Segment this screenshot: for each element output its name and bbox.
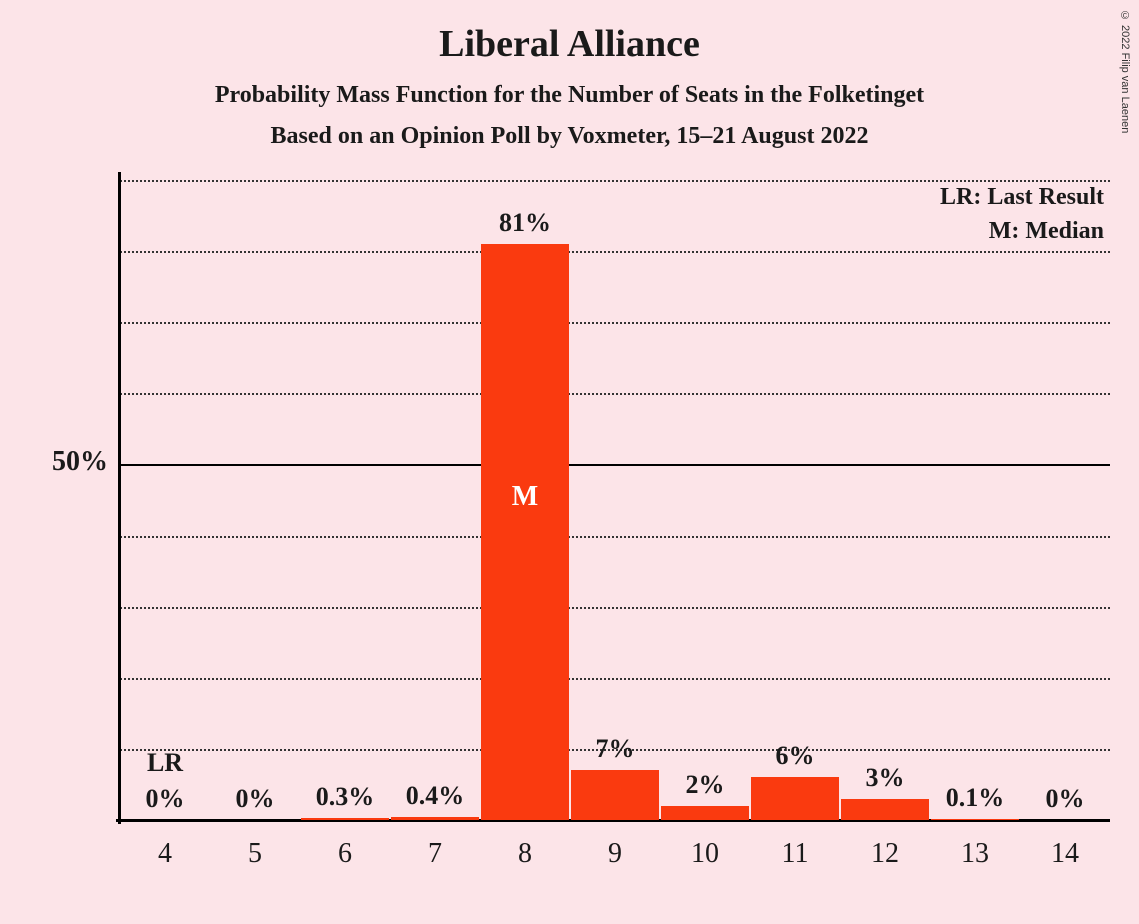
bar <box>751 777 839 820</box>
median-marker: M <box>481 481 569 513</box>
chart-subtitle-1: Probability Mass Function for the Number… <box>0 82 1139 109</box>
bar <box>841 799 929 820</box>
bar <box>571 770 659 820</box>
x-axis-tick-label: 7 <box>390 838 480 870</box>
bar-value-label: 6% <box>750 741 840 771</box>
bar <box>391 817 479 820</box>
chart-subtitle-2: Based on an Opinion Poll by Voxmeter, 15… <box>0 123 1139 150</box>
x-axis-tick-label: 8 <box>480 838 570 870</box>
x-axis-tick-label: 12 <box>840 838 930 870</box>
bar-value-label: 2% <box>660 770 750 800</box>
bar-value-label: 3% <box>840 763 930 793</box>
lr-marker: LR <box>120 748 210 778</box>
bar-value-label: 0.3% <box>300 782 390 812</box>
grid-line <box>120 393 1110 395</box>
bar-value-label: 81% <box>480 208 570 238</box>
bar <box>301 818 389 820</box>
legend-lr: LR: Last Result <box>940 184 1104 211</box>
x-axis-tick-label: 11 <box>750 838 840 870</box>
chart-container: © 2022 Filip van Laenen Liberal Alliance… <box>0 0 1139 924</box>
bar <box>661 806 749 820</box>
grid-line <box>120 322 1110 324</box>
x-axis-tick-label: 14 <box>1020 838 1110 870</box>
y-axis <box>118 172 121 824</box>
grid-line <box>120 607 1110 609</box>
x-axis-tick-label: 9 <box>570 838 660 870</box>
bar-value-label: 0.4% <box>390 781 480 811</box>
x-axis-tick-label: 4 <box>120 838 210 870</box>
x-axis-tick-label: 5 <box>210 838 300 870</box>
x-axis-tick-label: 6 <box>300 838 390 870</box>
bar-value-label: 0.1% <box>930 783 1020 813</box>
bar-value-label: 7% <box>570 734 660 764</box>
bar <box>931 819 1019 820</box>
copyright: © 2022 Filip van Laenen <box>1119 10 1131 133</box>
bar-value-label: 0% <box>210 784 300 814</box>
grid-line <box>120 536 1110 538</box>
bar <box>481 244 569 820</box>
grid-line <box>120 180 1110 182</box>
legend-median: M: Median <box>989 218 1104 245</box>
y-axis-label: 50% <box>52 446 108 478</box>
chart-title: Liberal Alliance <box>0 22 1139 66</box>
grid-line <box>120 251 1110 253</box>
plot-area: 0%4LR0%50.3%60.4%781%8M7%92%106%113%120.… <box>120 180 1110 820</box>
x-axis-tick-label: 13 <box>930 838 1020 870</box>
grid-line <box>120 678 1110 680</box>
bar-value-label: 0% <box>120 784 210 814</box>
grid-line <box>120 464 1110 466</box>
bar-value-label: 0% <box>1020 784 1110 814</box>
x-axis-tick-label: 10 <box>660 838 750 870</box>
